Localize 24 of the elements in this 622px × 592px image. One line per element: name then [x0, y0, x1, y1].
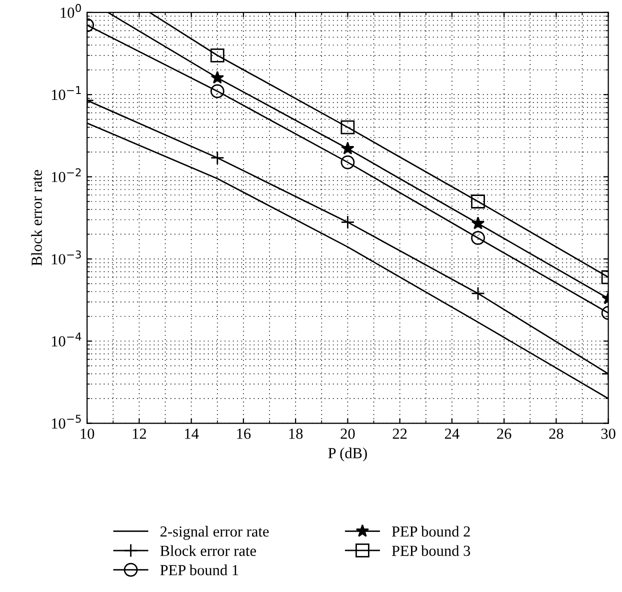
- x-tick-label: 24: [444, 428, 460, 439]
- x-tick-label: 28: [549, 428, 564, 439]
- x-tick-label: 10: [80, 428, 94, 439]
- x-tick-label: 22: [392, 428, 407, 439]
- legend-label: PEP bound 3: [392, 545, 470, 556]
- legend-label: 2-signal error rate: [160, 526, 269, 540]
- x-tick-label: 14: [185, 428, 199, 439]
- x-tick-label: 26: [497, 428, 512, 439]
- y-axis-title: Block error rate: [31, 170, 42, 266]
- y-tick-label: 10$^{−1}$: [52, 86, 81, 100]
- x-tick-label: 16: [237, 428, 251, 439]
- y-tick-label: 10$^{0}$: [60, 4, 81, 18]
- y-tick-label: 10$^{−3}$: [52, 250, 81, 264]
- y-tick-label: 10$^{−4}$: [52, 332, 82, 346]
- y-tick-label: 10$^{−2}$: [52, 168, 81, 182]
- x-tick-label: 12: [132, 428, 146, 439]
- x-tick-label: 30: [601, 428, 616, 439]
- x-axis-title: P (dB): [328, 448, 367, 462]
- x-tick-label: 18: [289, 428, 303, 439]
- x-tick-label: 20: [340, 428, 355, 439]
- legend-label: PEP bound 1: [160, 564, 238, 576]
- legend-label: PEP bound 2: [392, 526, 470, 537]
- legend-label: Block error rate: [160, 545, 256, 556]
- y-tick-label: 10$^{−5}$: [52, 414, 81, 429]
